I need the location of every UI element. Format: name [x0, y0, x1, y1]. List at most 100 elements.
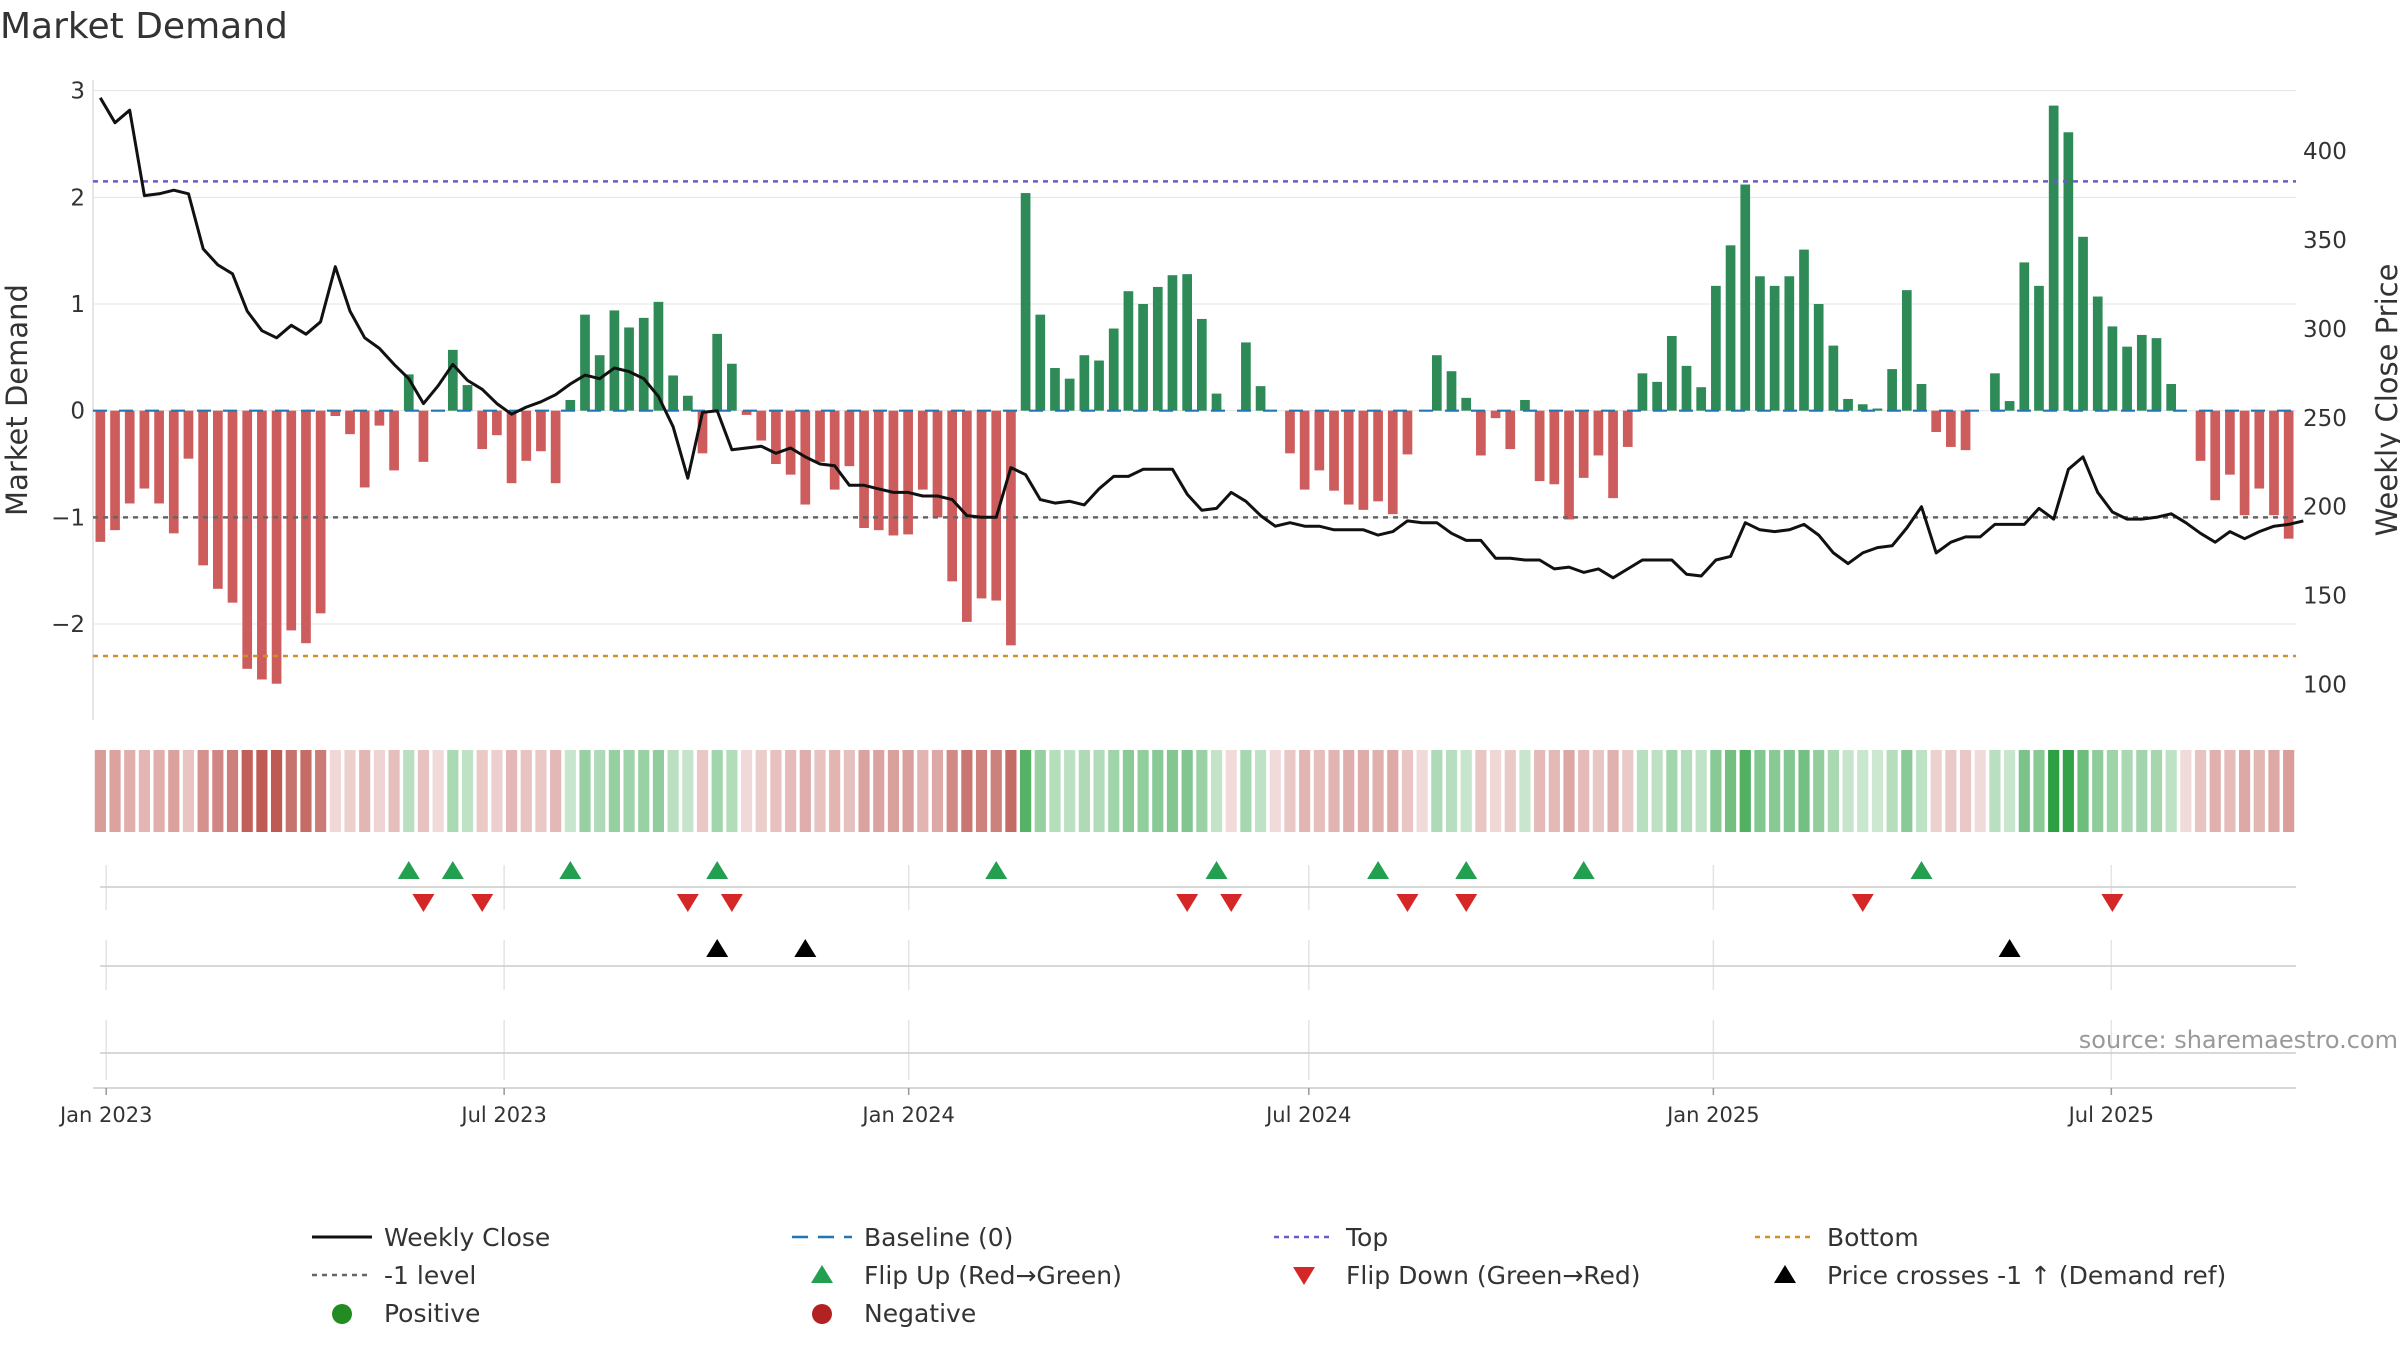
demand-bar: [976, 410, 987, 599]
heat-cell: [1240, 750, 1252, 832]
x-tick-label: Jan 2024: [860, 1103, 955, 1127]
demand-bar: [301, 410, 311, 644]
demand-bar: [389, 410, 399, 471]
x-tick-label: Jan 2025: [1665, 1103, 1760, 1127]
legend-swatch-cross: [1774, 1265, 1796, 1283]
demand-bar: [2019, 262, 2030, 411]
heat-cell: [403, 750, 415, 832]
demand-panel: 3 2 1 0 −1 −2 400 350 300 250 200 150 100: [51, 79, 2347, 1080]
legend-label: Positive: [384, 1299, 480, 1328]
heat-cell: [564, 750, 576, 832]
demand-bar: [1549, 410, 1560, 485]
demand-bar: [315, 410, 326, 614]
heat-cell: [315, 750, 327, 832]
heat-cell: [1827, 750, 1839, 832]
demand-bar: [1593, 410, 1604, 456]
legend-swatch-negative: [812, 1304, 832, 1324]
legend-item-positive: Positive: [332, 1299, 480, 1328]
demand-bar: [815, 410, 825, 462]
demand-bar: [168, 410, 179, 534]
demand-bar: [1123, 291, 1134, 411]
demand-bar: [1784, 276, 1795, 411]
heat-cell: [696, 750, 709, 832]
heat-cell: [1769, 750, 1781, 832]
demand-bar: [1020, 193, 1031, 411]
legend-label: -1 level: [384, 1261, 476, 1290]
heat-cell: [1959, 750, 1972, 832]
demand-bar: [2092, 296, 2103, 411]
demand-bar: [1387, 410, 1398, 515]
heat-cell: [1093, 750, 1105, 832]
heat-cell: [168, 750, 180, 832]
heat-cell: [1357, 750, 1369, 832]
demand-bar: [536, 410, 546, 452]
heat-cell: [388, 750, 400, 832]
demand-bar: [682, 395, 693, 411]
heat-cell: [1592, 750, 1604, 832]
flip-up-marker: [1910, 861, 1933, 879]
heat-cell: [1416, 750, 1428, 832]
heat-cell: [931, 750, 944, 832]
heat-cell: [1798, 750, 1810, 832]
demand-bar: [2239, 410, 2250, 516]
heat-cell: [2136, 750, 2148, 832]
legend-swatch-positive: [332, 1304, 352, 1324]
heat-cell: [2033, 750, 2045, 832]
demand-bar: [1960, 410, 1971, 451]
heat-cell: [1460, 750, 1472, 832]
heat-cell: [476, 750, 488, 832]
demand-bar: [727, 363, 737, 411]
heat-cell: [1622, 750, 1634, 832]
heat-cell: [2048, 750, 2060, 832]
demand-bar: [212, 410, 223, 589]
legend-item-close: Weekly Close: [312, 1223, 550, 1252]
demand-bar: [2195, 410, 2206, 461]
demand-bar: [1828, 345, 1839, 411]
heat-cell: [2180, 750, 2192, 832]
heat-cell: [1255, 750, 1267, 832]
heat-cell: [740, 750, 753, 832]
heat-cell: [1137, 750, 1149, 832]
heat-cell: [1475, 750, 1487, 832]
heat-cell: [873, 750, 885, 832]
flip-down-marker: [1455, 894, 1478, 912]
legend-item-flip_up: Flip Up (Red→Green): [811, 1261, 1122, 1290]
legend-label: Price crosses -1 ↑ (Demand ref): [1827, 1261, 2226, 1290]
demand-bar: [1431, 355, 1442, 411]
demand-bar: [257, 410, 267, 680]
heat-cell: [902, 750, 914, 832]
heat-cell: [1666, 750, 1678, 832]
demand-bar: [1285, 410, 1295, 454]
heat-cell: [1519, 750, 1531, 832]
weekly-close-line: [99, 97, 2304, 580]
heat-cell: [1431, 750, 1443, 832]
heat-cell: [814, 750, 826, 832]
heat-cell: [1754, 750, 1766, 832]
demand-bar: [1064, 378, 1075, 411]
demand-bar: [1946, 410, 1956, 447]
demand-bar: [2151, 338, 2162, 411]
heat-cell: [917, 750, 929, 832]
demand-bar: [1637, 373, 1648, 411]
heat-cell: [2092, 750, 2104, 832]
demand-bar: [1108, 328, 1119, 411]
demand-bar: [2048, 105, 2059, 411]
heat-cell: [1210, 750, 1223, 832]
demand-bar: [139, 410, 150, 489]
heat-cell: [975, 750, 988, 832]
demand-bar: [1035, 314, 1046, 411]
demand-bar: [154, 410, 164, 504]
heat-cell: [579, 750, 591, 832]
heat-cell: [1064, 750, 1076, 832]
heat-cell: [212, 750, 224, 832]
heat-cell: [285, 750, 297, 832]
heat-cell: [1269, 750, 1281, 832]
flip-up-marker: [706, 861, 729, 879]
demand-bar: [1152, 286, 1163, 411]
heat-cell: [1122, 750, 1134, 832]
heat-cell: [2194, 750, 2207, 832]
demand-bar: [1857, 404, 1868, 411]
legend-item-cross: Price crosses -1 ↑ (Demand ref): [1774, 1261, 2226, 1290]
heat-cell: [770, 750, 782, 832]
flip-down-marker: [1220, 894, 1243, 912]
